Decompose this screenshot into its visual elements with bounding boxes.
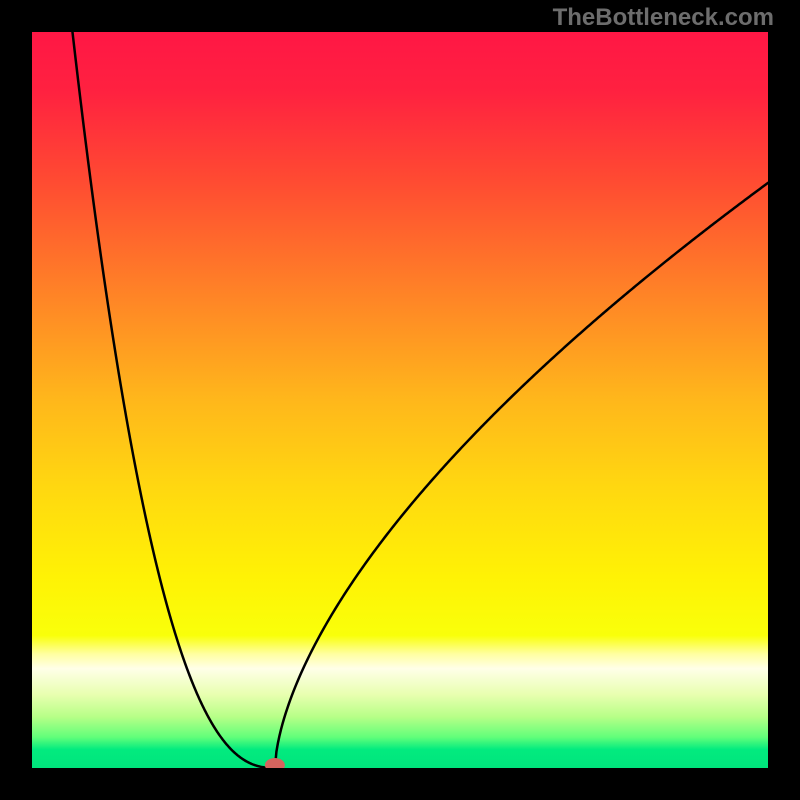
watermark-text: TheBottleneck.com bbox=[553, 4, 774, 32]
gradient-background bbox=[32, 32, 768, 768]
bottleneck-chart bbox=[0, 0, 800, 800]
